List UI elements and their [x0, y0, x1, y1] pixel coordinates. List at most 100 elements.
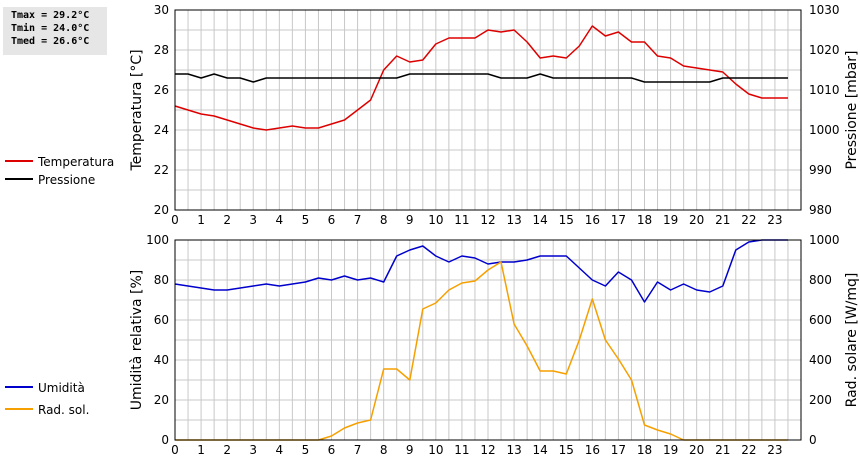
legend-label-rad-sol: Rad. sol. — [38, 403, 89, 417]
y-axis-label: Temperatura [°C] — [129, 49, 145, 171]
y2-tick-labels: 980 990 1000 1010 1020 1030 — [809, 3, 840, 217]
x-tick-label: 22 — [741, 213, 756, 227]
chart-bottom: 0 1 2 3 4 5 6 7 8 9 10 11 12 13 14 15 16 17 18 19 20 21 22 23 0… — [5, 233, 860, 457]
x-tick-label: 5 — [302, 213, 310, 227]
y2-tick-labels: 0 200 400 600 800 1000 — [809, 233, 840, 447]
x-tick-label: 10 — [428, 213, 443, 227]
x-tick-label: 20 — [689, 213, 704, 227]
x-tick-label: 6 — [328, 443, 336, 457]
y2-tick-label: 1010 — [809, 83, 840, 97]
grid — [175, 240, 801, 440]
x-tick-label: 12 — [480, 213, 495, 227]
x-tick-label: 21 — [715, 213, 730, 227]
y-tick-label: 22 — [154, 163, 169, 177]
x-tick-label: 0 — [171, 443, 179, 457]
x-tick-label: 1 — [197, 443, 205, 457]
x-tick-label: 22 — [741, 443, 756, 457]
x-tick-label: 11 — [454, 443, 469, 457]
series-line-umidit — [174, 239, 788, 303]
x-tick-label: 15 — [559, 213, 574, 227]
y-tick-label: 26 — [154, 83, 169, 97]
plot-frame — [174, 9, 802, 211]
y2-tick-label: 200 — [809, 393, 832, 407]
x-tick-label: 10 — [428, 443, 443, 457]
y2-tick-label: 1000 — [809, 233, 840, 247]
x-tick-label: 11 — [454, 213, 469, 227]
x-tick-label: 8 — [380, 443, 388, 457]
legend-label-pressione: Pressione — [38, 173, 95, 187]
series-line-rad-sol — [175, 261, 788, 441]
x-tick-label: 16 — [585, 213, 600, 227]
y2-tick-label: 1020 — [809, 43, 840, 57]
x-tick-label: 3 — [249, 443, 257, 457]
plot-frame — [174, 239, 802, 441]
x-tick-label: 19 — [663, 443, 678, 457]
x-tick-label: 21 — [715, 443, 730, 457]
y-tick-label: 60 — [154, 313, 169, 327]
x-tick-label: 19 — [663, 213, 678, 227]
x-tick-label: 12 — [480, 443, 495, 457]
y2-tick-label: 600 — [809, 313, 832, 327]
y-tick-label: 20 — [154, 393, 169, 407]
chart-top: 0 1 2 3 4 5 6 7 8 9 10 11 12 13 14 15 16 17 18 19 20 21 22 23 2… — [5, 3, 860, 227]
x-tick-label: 0 — [171, 213, 179, 227]
x-tick-label: 17 — [611, 443, 626, 457]
x-tick-label: 14 — [533, 443, 548, 457]
x-tick-label: 7 — [354, 443, 362, 457]
x-tick-label: 18 — [637, 213, 652, 227]
x-tick-labels: 0 1 2 3 4 5 6 7 8 9 10 11 12 13 14 15 16 17 18 19 20 21 22 23 — [171, 443, 782, 457]
series-group — [174, 25, 788, 131]
x-tick-label: 8 — [380, 213, 388, 227]
grid — [175, 10, 801, 210]
x-tick-label: 16 — [585, 443, 600, 457]
x-tick-label: 4 — [276, 443, 284, 457]
y-tick-label: 20 — [154, 203, 169, 217]
stat-tmin: Tmin = 24.0°C — [11, 23, 90, 34]
x-tick-label: 2 — [223, 443, 231, 457]
stat-tmax: Tmax = 29.2°C — [11, 10, 90, 21]
x-tick-label: 2 — [223, 213, 231, 227]
y2-tick-label: 0 — [809, 433, 817, 447]
y2-tick-label: 800 — [809, 273, 832, 287]
x-tick-label: 13 — [506, 213, 521, 227]
series-line-temperatura — [174, 25, 788, 131]
x-tick-label: 9 — [406, 213, 414, 227]
y-tick-labels: 0 20 40 60 80 100 — [146, 233, 169, 447]
stat-tmed: Tmed = 26.6°C — [11, 36, 90, 47]
x-tick-label: 14 — [533, 213, 548, 227]
x-tick-label: 5 — [302, 443, 310, 457]
y2-tick-label: 980 — [809, 203, 832, 217]
x-tick-label: 23 — [767, 213, 782, 227]
series-line-pressione — [175, 73, 788, 83]
x-tick-label: 1 — [197, 213, 205, 227]
x-tick-labels: 0 1 2 3 4 5 6 7 8 9 10 11 12 13 14 15 16 17 18 19 20 21 22 23 — [171, 213, 782, 227]
x-tick-label: 7 — [354, 213, 362, 227]
x-tick-label: 17 — [611, 213, 626, 227]
legend: Temperatura Pressione — [5, 155, 114, 187]
x-tick-label: 6 — [328, 213, 336, 227]
y-axis-label: Umidità relativa [%] — [129, 270, 145, 411]
y-tick-label: 30 — [154, 3, 169, 17]
x-tick-label: 15 — [559, 443, 574, 457]
y-tick-label: 28 — [154, 43, 169, 57]
y-tick-label: 80 — [154, 273, 169, 287]
x-tick-label: 9 — [406, 443, 414, 457]
stats-box: Tmax = 29.2°C Tmin = 24.0°C Tmed = 26.6°… — [3, 7, 107, 55]
y2-axis-label: Pressione [mbar] — [844, 50, 860, 169]
legend-label-umidita: Umidità — [38, 381, 85, 395]
y2-axis-label: Rad. solare [W/mq] — [844, 273, 860, 408]
x-tick-label: 4 — [276, 213, 284, 227]
y2-tick-label: 990 — [809, 163, 832, 177]
x-tick-label: 18 — [637, 443, 652, 457]
x-tick-label: 13 — [506, 443, 521, 457]
legend: Umidità Rad. sol. — [5, 381, 89, 417]
x-tick-label: 20 — [689, 443, 704, 457]
legend-label-temperatura: Temperatura — [37, 155, 114, 169]
x-tick-label: 3 — [249, 213, 257, 227]
y-tick-labels: 20 22 24 26 28 30 — [154, 3, 169, 217]
y2-tick-label: 400 — [809, 353, 832, 367]
y-tick-label: 24 — [154, 123, 169, 137]
y2-tick-label: 1000 — [809, 123, 840, 137]
y-tick-label: 0 — [161, 433, 169, 447]
